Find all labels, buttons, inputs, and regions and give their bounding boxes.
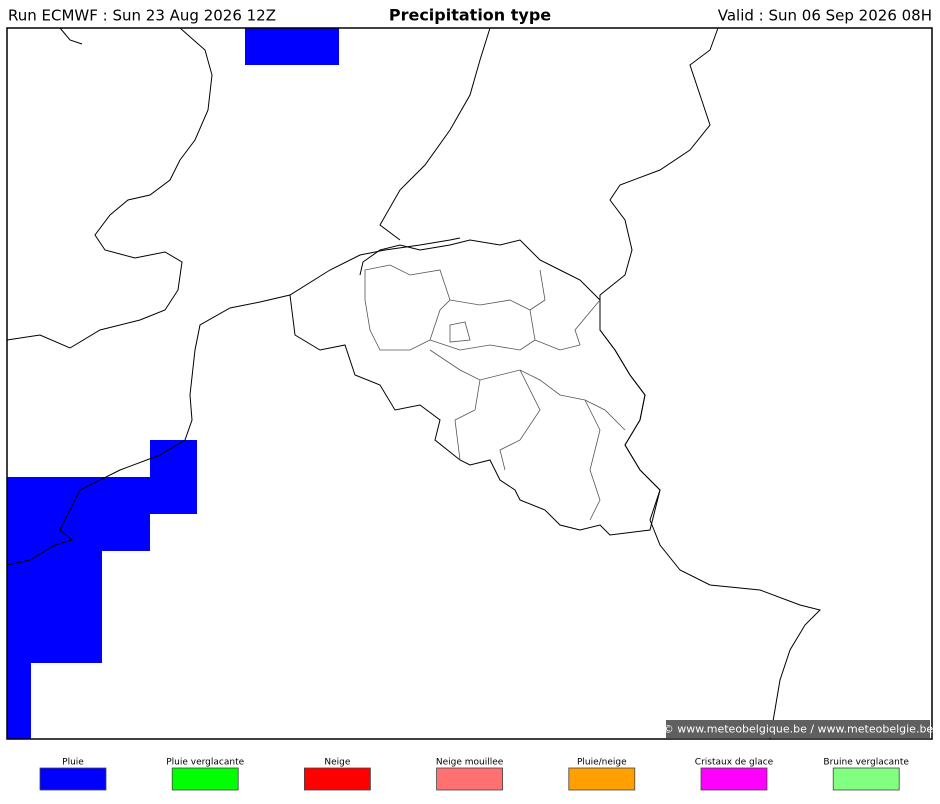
precip-area — [245, 28, 339, 65]
title: Precipitation type — [389, 6, 551, 25]
run-label: Run ECMWF : Sun 23 Aug 2026 12Z — [8, 7, 276, 25]
legend: Pluie Pluie verglacante Neige Neige mouille… — [39, 758, 909, 791]
legend-swatch — [171, 767, 239, 791]
precip-area — [7, 440, 197, 739]
legend-swatch — [39, 767, 107, 791]
legend-swatch — [700, 767, 768, 791]
legend-label: Pluie verglacante — [166, 758, 244, 768]
legend-swatch — [303, 767, 371, 791]
legend-label: Neige — [324, 758, 350, 768]
valid-label: Valid : Sun 06 Sep 2026 08H — [718, 7, 932, 25]
legend-swatch — [832, 767, 900, 791]
legend-label: Neige mouillee — [436, 758, 504, 768]
watermark: © www.meteobelgique.be / www.meteobelgie… — [663, 723, 934, 736]
province-borders — [364, 264, 626, 521]
map-frame — [6, 27, 933, 740]
map — [6, 27, 821, 740]
watermark-box — [666, 720, 930, 738]
legend-label: Pluie — [62, 758, 84, 768]
legend-swatch — [568, 767, 636, 791]
belgium-border — [289, 239, 661, 536]
legend-label: Cristaux de glace — [695, 758, 774, 768]
legend-label: Pluie/neige — [577, 758, 627, 768]
legend-label: Bruine verglacante — [823, 758, 909, 768]
legend-swatch — [436, 767, 504, 791]
